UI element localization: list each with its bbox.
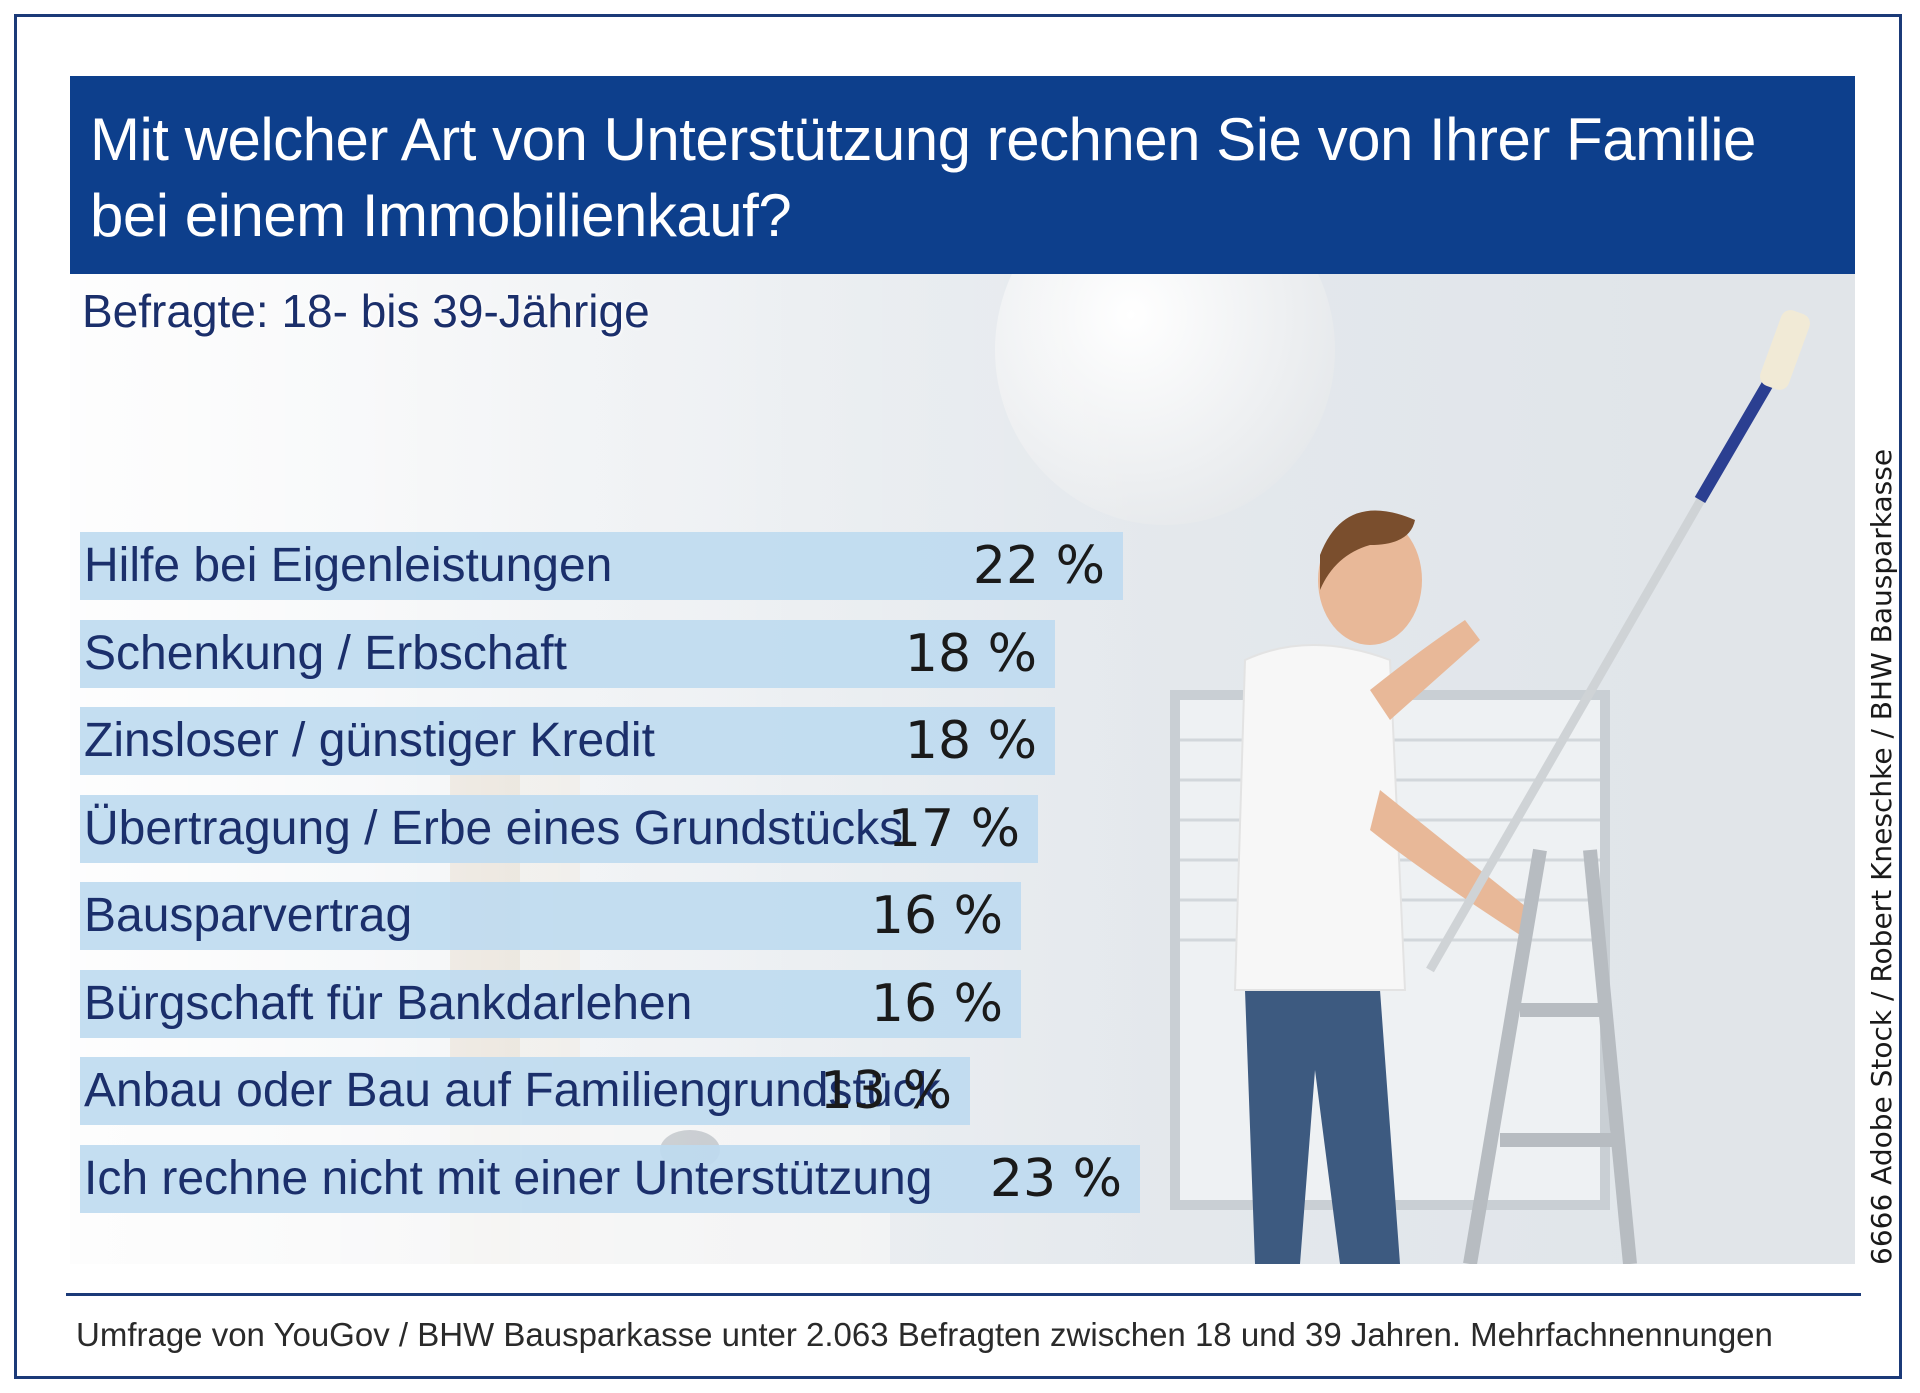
bar: Bausparvertrag 16 % bbox=[80, 882, 1021, 950]
title-bar: Mit welcher Art von Unterstützung rechne… bbox=[70, 76, 1855, 274]
bar-category-label: Anbau oder Bau auf Familiengrundstück bbox=[84, 1064, 941, 1117]
bar-value-label: 18 % bbox=[904, 711, 1037, 771]
footer-divider bbox=[66, 1293, 1861, 1296]
bar-value-label: 13 % bbox=[819, 1061, 952, 1121]
bar: Hilfe bei Eigenleistungen 22 % bbox=[80, 532, 1123, 600]
bar: Zinsloser / günstiger Kredit 18 % bbox=[80, 707, 1055, 775]
bar-category-label: Bürgschaft für Bankdarlehen bbox=[84, 976, 693, 1030]
bar: Übertragung / Erbe eines Grundstücks 17 % bbox=[80, 794, 1038, 863]
bar: Anbau oder Bau auf Familiengrundstück 13 … bbox=[80, 1057, 970, 1125]
bar-category-label: Hilfe bei Eigenleistungen bbox=[84, 539, 613, 592]
bar: Schenkung / Erbschaft 18 % bbox=[80, 619, 1055, 688]
bar-value-label: 16 % bbox=[870, 886, 1003, 946]
bar-value-label: 17 % bbox=[887, 798, 1020, 859]
bar-value-label: 22 % bbox=[972, 536, 1105, 596]
bar: Ich rechne nicht mit einer Unterstützung… bbox=[80, 1144, 1140, 1213]
bar: Bürgschaft für Bankdarlehen 16 % bbox=[80, 969, 1021, 1038]
chart-title: Mit welcher Art von Unterstützung rechne… bbox=[90, 106, 1756, 249]
photo-credit: 6666 Adobe Stock / Robert Kneschke / BHW… bbox=[1865, 448, 1898, 1265]
chart-subtitle: Befragte: 18- bis 39-Jährige bbox=[82, 285, 650, 337]
bar-value-label: 23 % bbox=[989, 1148, 1122, 1209]
footer-source: Umfrage von YouGov / BHW Bausparkasse un… bbox=[76, 1316, 1773, 1353]
bar-category-label: Schenkung / Erbschaft bbox=[84, 626, 567, 680]
photo-illustration bbox=[70, 270, 1855, 1264]
bar-category-label: Ich rechne nicht mit einer Unterstützung bbox=[84, 1151, 933, 1205]
bar-category-label: Zinsloser / günstiger Kredit bbox=[84, 714, 655, 767]
bar-category-label: Übertragung / Erbe eines Grundstücks bbox=[84, 801, 904, 855]
bar-value-label: 18 % bbox=[904, 623, 1037, 684]
bar-category-label: Bausparvertrag bbox=[84, 889, 413, 942]
bar-value-label: 16 % bbox=[870, 973, 1003, 1034]
